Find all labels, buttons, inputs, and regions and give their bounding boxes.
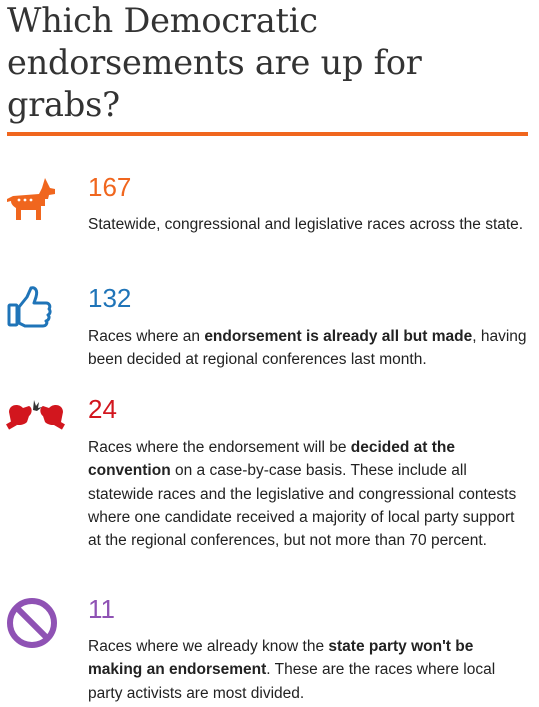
description-text: Races where we already know the <box>88 638 329 655</box>
description-text: Races where the endorsement will be <box>88 439 351 456</box>
prohibited-icon <box>5 596 59 654</box>
description-text: on a case-by-case basis. These include a… <box>88 462 517 550</box>
description-text: Statewide, congressional and legislative… <box>88 216 524 233</box>
description-bold-text: state party won't be making an endorseme… <box>88 638 474 679</box>
description-text: . These are the races where local party … <box>88 661 496 702</box>
thumbs-up-icon <box>5 285 67 333</box>
page-title: Which Democratic endorsements are up for… <box>7 1 422 124</box>
item-count: 132 <box>88 283 132 313</box>
item-description: Statewide, congressional and legislative… <box>88 213 528 236</box>
description-text: , having been decided at regional confer… <box>88 328 527 369</box>
item-description: Races where an endorsement is already al… <box>88 325 528 372</box>
title-divider <box>7 132 528 136</box>
item-count: 24 <box>88 394 117 424</box>
item-count: 11 <box>88 594 115 624</box>
item-description: Races where we already know the state pa… <box>88 635 528 705</box>
description-bold-text: endorsement is already all but made <box>204 328 473 345</box>
boxing-gloves-icon <box>5 398 67 438</box>
description-bold-text: decided at the convention <box>88 439 455 480</box>
donkey-icon <box>5 176 67 228</box>
item-description: Races where the endorsement will be deci… <box>88 436 528 552</box>
item-count: 167 <box>88 172 132 202</box>
description-text: Races where an <box>88 328 205 345</box>
